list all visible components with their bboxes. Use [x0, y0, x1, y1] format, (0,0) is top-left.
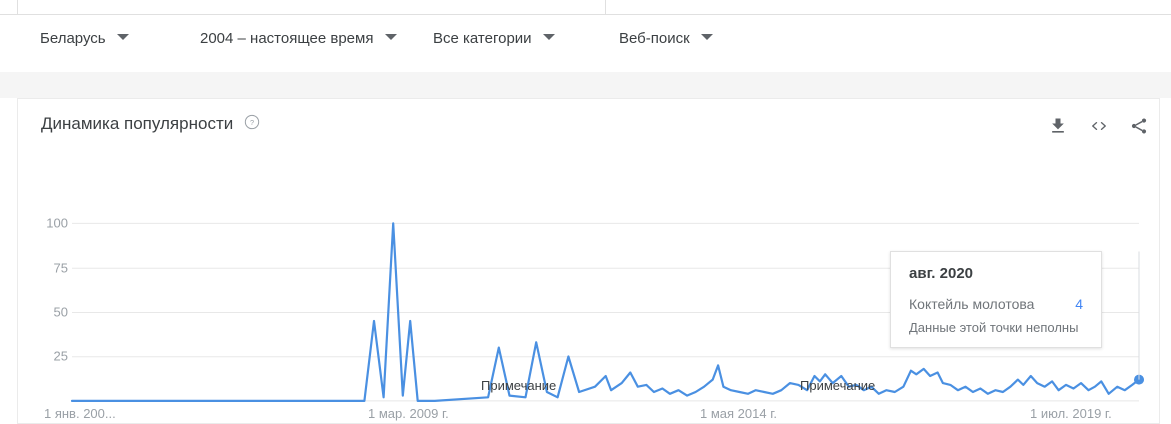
svg-text:1 июл. 2019 г.: 1 июл. 2019 г. [1030, 406, 1112, 421]
svg-text:100: 100 [46, 215, 68, 230]
svg-text:Примечание: Примечание [481, 378, 556, 393]
svg-text:75: 75 [54, 260, 68, 275]
svg-text:1 янв. 200...: 1 янв. 200... [44, 406, 116, 421]
svg-text:1 мая 2014 г.: 1 мая 2014 г. [700, 406, 777, 421]
svg-text:1 мар. 2009 г.: 1 мар. 2009 г. [368, 406, 449, 421]
svg-text:25: 25 [54, 349, 68, 364]
svg-text:50: 50 [54, 305, 68, 320]
svg-text:Примечание: Примечание [800, 378, 875, 393]
